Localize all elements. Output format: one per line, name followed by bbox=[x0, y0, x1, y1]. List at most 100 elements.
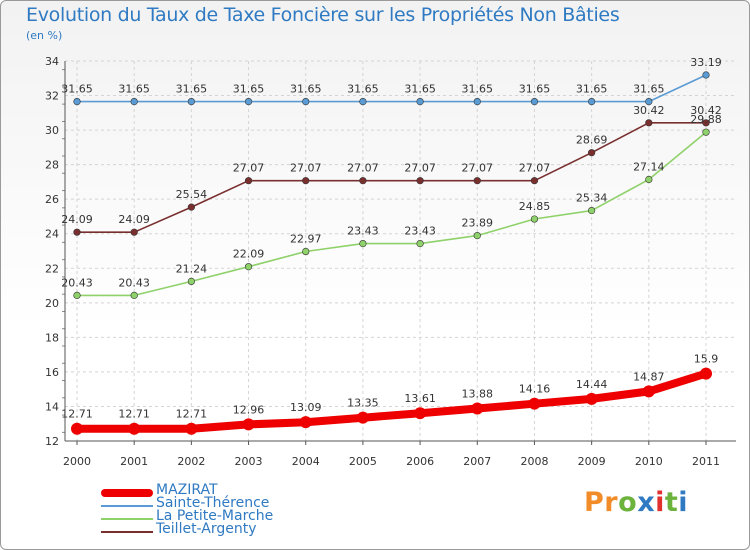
logo-letter: t bbox=[664, 487, 679, 518]
data-point-sainte-therence bbox=[187, 97, 195, 106]
data-label-mazirat: 12.96 bbox=[233, 403, 265, 416]
data-label-sainte-therence: 31.65 bbox=[61, 83, 93, 96]
data-point-la-petite-marche bbox=[473, 232, 481, 240]
data-point-la-petite-marche bbox=[73, 291, 81, 299]
data-label-teillet-argenty: 27.07 bbox=[462, 162, 494, 175]
data-point-sainte-therence bbox=[130, 97, 138, 106]
y-tick-label: 12 bbox=[45, 435, 59, 448]
data-label-sainte-therence: 31.65 bbox=[118, 83, 150, 96]
data-point-la-petite-marche bbox=[187, 277, 195, 286]
data-point-mazirat bbox=[128, 422, 141, 435]
chart-title: Evolution du Taux de Taxe Foncière sur l… bbox=[26, 4, 620, 26]
logo-letter: i bbox=[655, 487, 665, 518]
data-label-sainte-therence: 31.65 bbox=[290, 83, 322, 96]
y-tick-label: 28 bbox=[45, 159, 59, 172]
data-point-la-petite-marche bbox=[130, 291, 138, 299]
data-label-mazirat: 13.35 bbox=[347, 397, 379, 410]
x-tick-label: 2004 bbox=[292, 455, 320, 468]
y-tick-label: 16 bbox=[45, 366, 59, 379]
x-tick-label: 2011 bbox=[692, 455, 720, 468]
data-point-teillet-argenty bbox=[130, 228, 138, 236]
data-label-la-petite-marche: 25.34 bbox=[576, 192, 608, 205]
data-point-teillet-argenty bbox=[588, 149, 596, 157]
data-point-teillet-argenty bbox=[645, 119, 653, 127]
x-tick-label: 2008 bbox=[520, 455, 548, 468]
data-label-teillet-argenty: 28.69 bbox=[576, 134, 608, 147]
y-tick-label: 14 bbox=[45, 400, 59, 413]
data-point-la-petite-marche bbox=[530, 215, 539, 223]
data-point-la-petite-marche bbox=[302, 247, 310, 256]
y-tick-label: 30 bbox=[45, 124, 59, 137]
data-point-sainte-therence bbox=[416, 97, 424, 106]
logo-letter: x bbox=[637, 487, 656, 518]
data-label-mazirat: 14.87 bbox=[633, 370, 665, 383]
data-point-sainte-therence bbox=[645, 97, 653, 106]
legend-swatch-teillet-argenty bbox=[101, 531, 153, 533]
legend-item-la-petite-marche: La Petite-Marche bbox=[101, 508, 341, 525]
data-label-teillet-argenty: 27.07 bbox=[404, 162, 436, 175]
data-point-la-petite-marche bbox=[645, 175, 653, 184]
proxiti-logo: Proxiti bbox=[584, 487, 688, 518]
series-line-la-petite-marche bbox=[76, 131, 707, 297]
data-point-sainte-therence bbox=[302, 97, 310, 106]
data-point-mazirat bbox=[528, 397, 541, 410]
data-point-mazirat bbox=[71, 422, 83, 435]
legend-item-teillet-argenty: Teillet-Argenty bbox=[101, 521, 341, 538]
y-tick-label: 22 bbox=[45, 262, 59, 275]
data-point-teillet-argenty bbox=[359, 177, 367, 185]
data-label-sainte-therence: 31.65 bbox=[462, 83, 494, 96]
data-label-la-petite-marche: 23.43 bbox=[347, 225, 379, 238]
data-label-teillet-argenty: 27.07 bbox=[290, 162, 322, 175]
legend-label-mazirat: MAZIRAT bbox=[156, 482, 218, 498]
data-point-sainte-therence bbox=[359, 97, 367, 106]
x-tick-label: 2007 bbox=[463, 455, 491, 468]
y-tick-label: 20 bbox=[45, 297, 59, 310]
legend-label-teillet-argenty: Teillet-Argenty bbox=[156, 521, 257, 537]
x-tick-label: 2010 bbox=[635, 455, 663, 468]
data-point-sainte-therence bbox=[244, 97, 253, 106]
y-tick-label: 32 bbox=[45, 90, 59, 103]
logo-letter: r bbox=[604, 487, 619, 518]
data-label-mazirat: 13.09 bbox=[290, 401, 322, 414]
data-label-la-petite-marche: 23.89 bbox=[462, 217, 494, 230]
series-line-teillet-argenty bbox=[76, 122, 707, 233]
data-point-teillet-argenty bbox=[302, 177, 310, 185]
data-point-mazirat bbox=[242, 418, 255, 431]
y-tick-label: 24 bbox=[45, 228, 59, 241]
data-label-la-petite-marche: 22.09 bbox=[233, 248, 265, 261]
legend-label-la-petite-marche: La Petite-Marche bbox=[156, 508, 274, 524]
data-label-teillet-argenty: 30.42 bbox=[690, 104, 722, 117]
data-label-la-petite-marche: 27.14 bbox=[633, 160, 665, 173]
data-label-sainte-therence: 31.65 bbox=[347, 83, 379, 96]
chart-series bbox=[71, 71, 712, 435]
data-label-la-petite-marche: 20.43 bbox=[118, 276, 150, 289]
x-tick-label: 2006 bbox=[406, 455, 434, 468]
data-point-mazirat bbox=[299, 416, 312, 429]
data-label-mazirat: 14.44 bbox=[576, 378, 608, 391]
data-label-sainte-therence: 31.65 bbox=[176, 83, 208, 96]
x-tick-label: 2009 bbox=[578, 455, 606, 468]
logo-letter: o bbox=[618, 487, 638, 518]
x-tick-label: 2003 bbox=[235, 455, 263, 468]
data-point-sainte-therence bbox=[73, 97, 81, 106]
data-point-sainte-therence bbox=[530, 97, 539, 106]
data-label-la-petite-marche: 20.43 bbox=[61, 276, 93, 289]
data-label-mazirat: 12.71 bbox=[61, 408, 93, 421]
data-label-teillet-argenty: 27.07 bbox=[233, 162, 265, 175]
data-label-teillet-argenty: 25.54 bbox=[176, 188, 208, 201]
legend-item-sainte-therence: Sainte-Thérence bbox=[101, 495, 341, 512]
data-label-sainte-therence: 31.65 bbox=[519, 83, 551, 96]
data-point-mazirat bbox=[642, 385, 655, 398]
chart-grid bbox=[65, 60, 736, 442]
chart-legend: MAZIRAT Sainte-Thérence La Petite-Marche… bbox=[101, 482, 341, 538]
data-label-la-petite-marche: 24.85 bbox=[519, 200, 551, 213]
series-line-mazirat bbox=[73, 369, 710, 433]
x-tick-label: 2001 bbox=[120, 455, 148, 468]
data-point-mazirat bbox=[185, 422, 198, 435]
data-point-teillet-argenty bbox=[416, 177, 424, 185]
x-tick-label: 2000 bbox=[63, 455, 91, 468]
data-point-teillet-argenty bbox=[73, 228, 81, 236]
data-point-teillet-argenty bbox=[244, 177, 253, 185]
